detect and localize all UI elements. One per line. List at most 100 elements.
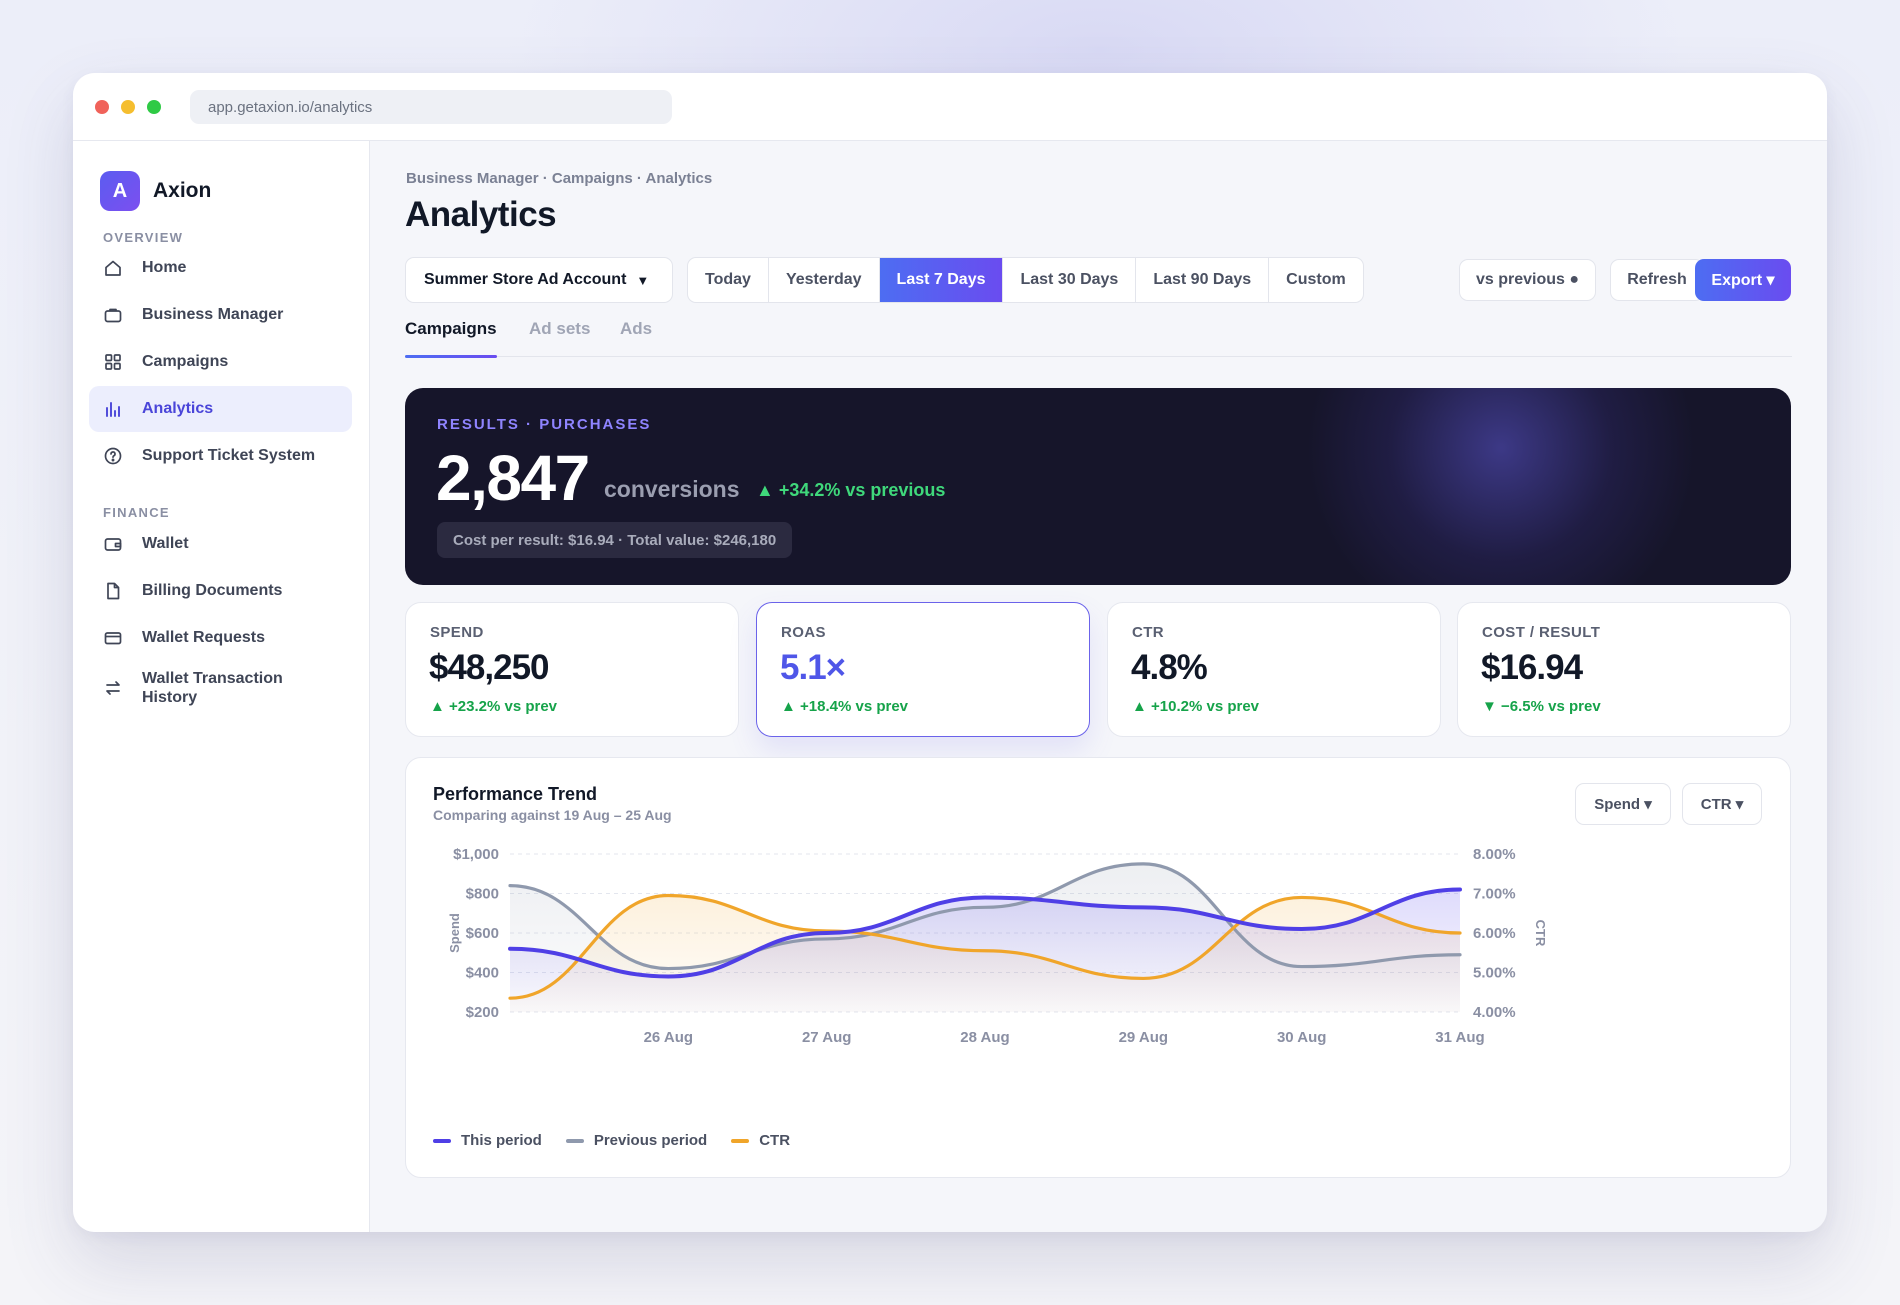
sidebar-item-wallet-transaction-history[interactable]: Wallet Transaction History bbox=[89, 660, 352, 716]
tab-ads[interactable]: Ads bbox=[620, 319, 653, 338]
hero-value: 2,847 bbox=[436, 442, 590, 514]
results-hero-card: RESULTS · PURCHASES 2,847 conversions ▲ … bbox=[405, 388, 1791, 585]
range-today-button[interactable]: Today bbox=[688, 258, 769, 302]
range-yesterday-button[interactable]: Yesterday bbox=[769, 258, 880, 302]
kpi-value: 4.8% bbox=[1131, 648, 1208, 687]
y-tick-label: $600 bbox=[466, 925, 499, 942]
kpi-delta: ▲ +23.2% vs prev bbox=[430, 698, 558, 715]
ctr-line bbox=[508, 893, 1462, 1000]
range-custom-button[interactable]: Custom bbox=[1286, 271, 1346, 288]
legend-item-this-period[interactable]: This period bbox=[433, 1132, 542, 1149]
chart-legend: This period Previous period CTR bbox=[433, 1132, 814, 1149]
wallet-icon bbox=[103, 534, 123, 554]
section-label-overview: OVERVIEW bbox=[103, 230, 184, 245]
tab-bar: Campaigns Ad sets Ads bbox=[405, 315, 1792, 358]
hero-unit: conversions bbox=[604, 476, 740, 502]
x-tick-label: 26 Aug bbox=[644, 1029, 693, 1046]
briefcase-icon bbox=[103, 305, 123, 325]
x-tick-label: 27 Aug bbox=[802, 1029, 851, 1046]
kpi-value: $48,250 bbox=[429, 648, 550, 687]
sidebar-item-wallet[interactable]: Wallet bbox=[89, 521, 352, 567]
legend-label: Previous period bbox=[593, 1132, 708, 1149]
range-last-7-days-button[interactable]: Last 7 Days bbox=[879, 258, 1004, 302]
performance-trend-card: $1,000 8.00% $800 7.00% $600 6.00% $400 5.00% $2… bbox=[405, 757, 1791, 1178]
brand-name: Axion bbox=[153, 179, 212, 202]
kpi-card-ctr[interactable]: CTR 4.8% ▲ +10.2% vs prev bbox=[1107, 602, 1441, 737]
legend-label: This period bbox=[461, 1132, 542, 1149]
x-tick-label: 31 Aug bbox=[1435, 1029, 1484, 1046]
legend-item-previous-period[interactable]: Previous period bbox=[565, 1132, 708, 1149]
tab-campaigns[interactable]: Campaigns bbox=[405, 315, 497, 358]
account-select-value: Summer Store Ad Account bbox=[424, 271, 627, 288]
breadcrumb: Business Manager · Campaigns · Analytics bbox=[406, 170, 713, 187]
sidebar-item-home[interactable]: Home bbox=[89, 245, 352, 291]
sidebar-item-business-manager[interactable]: Business Manager bbox=[89, 292, 352, 338]
x-tick-label: 29 Aug bbox=[1119, 1029, 1168, 1046]
sidebar-item-label: Support Ticket System bbox=[142, 447, 316, 464]
date-range-group: Today Yesterday Last 7 Days Last 30 Days… bbox=[687, 257, 1364, 303]
y2-tick-label: 4.00% bbox=[1473, 1004, 1516, 1021]
export-button[interactable]: Export ▾ bbox=[1695, 259, 1791, 301]
left-metric-select[interactable]: Spend ▾ bbox=[1575, 783, 1671, 825]
grid-icon bbox=[103, 352, 123, 372]
previous-period-line bbox=[508, 862, 1462, 971]
range-last-30-days-button[interactable]: Last 30 Days bbox=[1003, 258, 1137, 302]
close-window-dot[interactable] bbox=[95, 99, 109, 114]
y2-tick-label: 6.00% bbox=[1473, 925, 1516, 942]
tab-ad-sets[interactable]: Ad sets bbox=[529, 319, 591, 338]
sidebar-item-billing-documents[interactable]: Billing Documents bbox=[89, 568, 352, 614]
y-tick-label: $800 bbox=[466, 886, 499, 903]
x-tick-label: 28 Aug bbox=[960, 1029, 1009, 1046]
address-bar[interactable]: app.getaxion.io/analytics bbox=[190, 90, 672, 124]
kpi-card-spend[interactable]: SPEND $48,250 ▲ +23.2% vs prev bbox=[405, 602, 739, 737]
kpi-value: $16.94 bbox=[1481, 648, 1583, 687]
chart-title: Performance Trend bbox=[433, 784, 598, 804]
kpi-delta: ▲ +18.4% vs prev bbox=[781, 698, 909, 715]
this-period-line bbox=[508, 887, 1462, 979]
kpi-delta: ▲ +10.2% vs prev bbox=[1132, 698, 1260, 715]
brand[interactable]: A Axion bbox=[100, 171, 211, 211]
sidebar-item-wallet-requests[interactable]: Wallet Requests bbox=[89, 615, 352, 661]
document-icon bbox=[103, 581, 123, 601]
legend-swatch bbox=[565, 1138, 584, 1143]
browser-titlebar: app.getaxion.io/analytics bbox=[73, 73, 1827, 141]
minimize-window-dot[interactable] bbox=[121, 99, 135, 114]
sidebar-item-label: Wallet Transaction History bbox=[142, 670, 283, 706]
sidebar-item-support[interactable]: Support Ticket System bbox=[89, 433, 352, 479]
credit-card-icon bbox=[103, 628, 123, 648]
chevron-down-icon: ▼ bbox=[636, 272, 650, 288]
sidebar-item-label: Billing Documents bbox=[142, 582, 283, 599]
kpi-label: CTR bbox=[1132, 624, 1165, 641]
sidebar-item-label: Analytics bbox=[142, 400, 214, 417]
compare-toggle-button[interactable]: vs previous ● bbox=[1459, 259, 1596, 301]
help-circle-icon bbox=[103, 446, 123, 466]
sidebar-item-label: Wallet bbox=[142, 535, 189, 552]
legend-label: CTR bbox=[759, 1132, 791, 1149]
kpi-card-roas[interactable]: ROAS 5.1× ▲ +18.4% vs prev bbox=[756, 602, 1090, 737]
bar-chart-icon bbox=[103, 399, 123, 419]
right-metric-select[interactable]: CTR ▾ bbox=[1682, 783, 1762, 825]
range-last-90-days-button[interactable]: Last 90 Days bbox=[1136, 258, 1270, 302]
refresh-button[interactable]: Refresh bbox=[1610, 259, 1704, 301]
legend-item-ctr[interactable]: CTR bbox=[731, 1132, 790, 1149]
account-select[interactable]: Summer Store Ad Account ▼ bbox=[405, 257, 673, 303]
sidebar-item-campaigns[interactable]: Campaigns bbox=[89, 339, 352, 385]
y-tick-label: $1,000 bbox=[453, 846, 499, 863]
sidebar-item-label: Wallet Requests bbox=[142, 629, 265, 646]
section-label-finance: FINANCE bbox=[103, 505, 170, 520]
swap-arrows-icon bbox=[103, 678, 123, 698]
hero-summary: Cost per result: $16.94 · Total value: $… bbox=[437, 522, 793, 558]
main-content: Business Manager · Campaigns · Analytics… bbox=[370, 141, 1827, 1232]
y-tick-label: $400 bbox=[466, 965, 499, 982]
kpi-value: 5.1× bbox=[780, 648, 846, 687]
sidebar-item-label: Business Manager bbox=[142, 306, 284, 323]
y2-tick-label: 5.00% bbox=[1473, 965, 1516, 982]
y2-tick-label: 8.00% bbox=[1473, 846, 1516, 863]
y-tick-label: $200 bbox=[466, 1004, 499, 1021]
sidebar-item-analytics[interactable]: Analytics bbox=[89, 386, 352, 432]
hero-delta: ▲ +34.2% vs previous bbox=[756, 480, 946, 500]
x-tick-label: 30 Aug bbox=[1277, 1029, 1326, 1046]
maximize-window-dot[interactable] bbox=[147, 99, 161, 114]
kpi-card-cost-per-result[interactable]: COST / RESULT $16.94 ▼ −6.5% vs prev bbox=[1457, 602, 1791, 737]
sidebar: A Axion OVERVIEW Home Business Manager C… bbox=[73, 141, 370, 1232]
